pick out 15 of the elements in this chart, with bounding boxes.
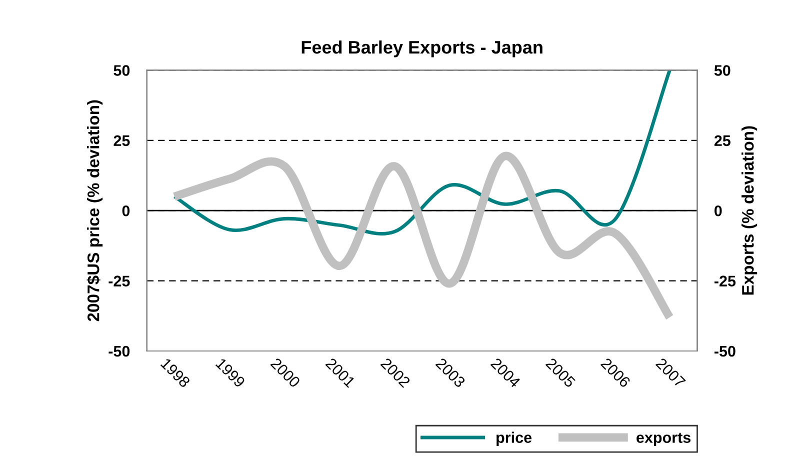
y-tick-label: -25 xyxy=(108,276,130,286)
legend-label: exports xyxy=(636,432,691,446)
y-tick-label: 50 xyxy=(114,65,130,76)
legend-label: price xyxy=(496,432,532,446)
y-tick-label: -50 xyxy=(108,346,130,357)
y2-tick-label: 0 xyxy=(714,205,722,216)
y-tick-label: 0 xyxy=(122,205,130,216)
y2-tick-label: -50 xyxy=(714,346,736,357)
y-axis-title: 2007$US price (% deviation) xyxy=(86,100,103,322)
y2-tick-label: 25 xyxy=(714,135,730,146)
y2-tick-label: 50 xyxy=(714,65,730,76)
y2-tick-label: -25 xyxy=(714,276,736,286)
chart-title: Feed Barley Exports - Japan xyxy=(302,40,542,58)
y2-axis-title: Exports (% deviation) xyxy=(742,126,758,295)
y-tick-label: 25 xyxy=(114,135,130,146)
